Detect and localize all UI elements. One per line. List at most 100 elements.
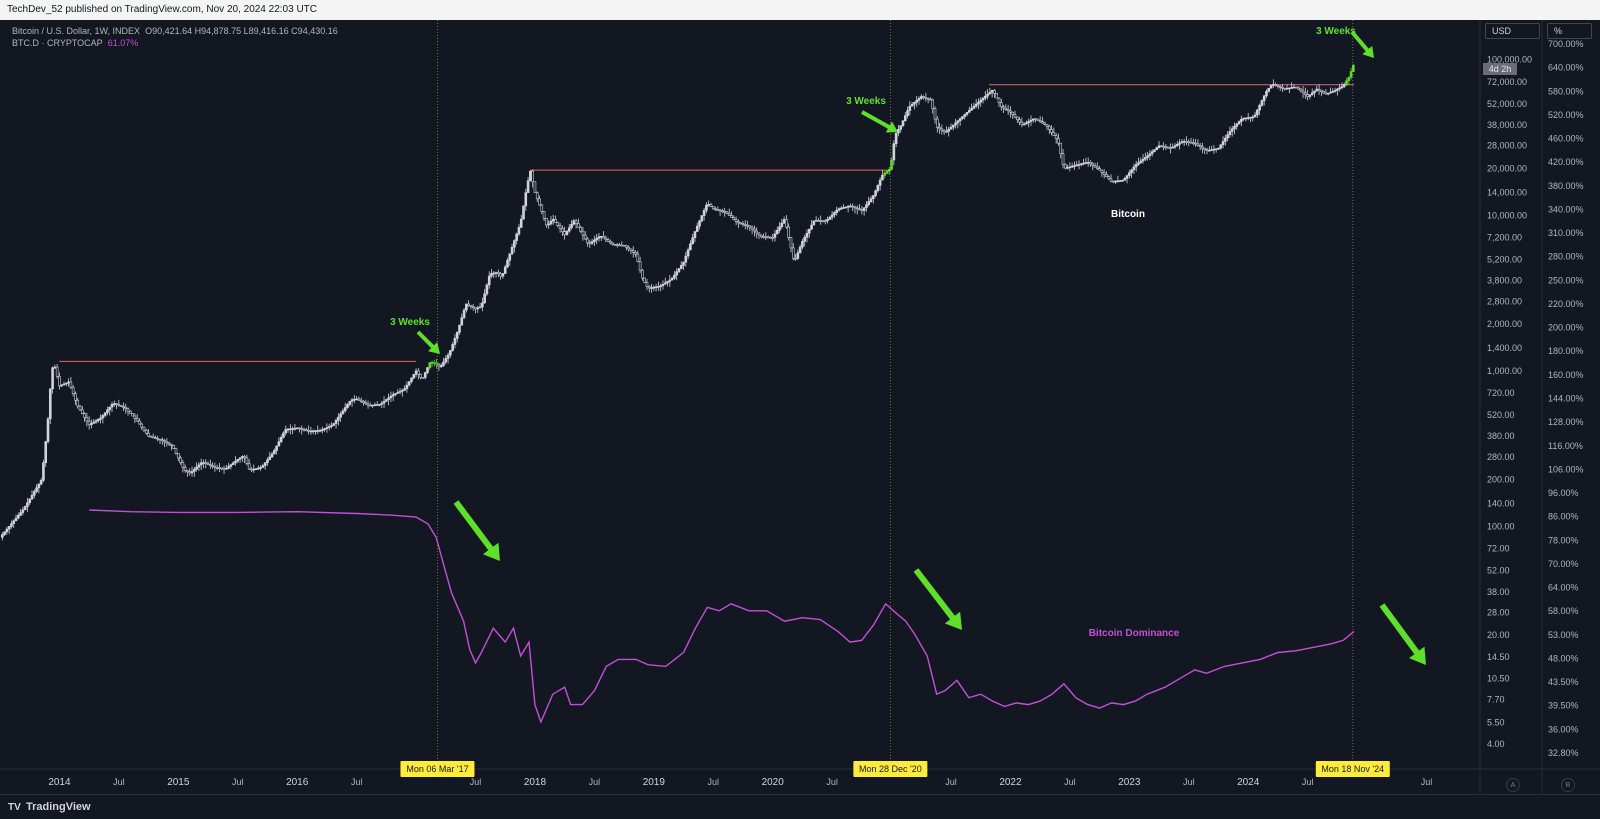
candle-body	[638, 261, 642, 271]
candle-body	[714, 208, 717, 211]
candle-body	[1139, 160, 1143, 164]
candle-body	[220, 467, 224, 470]
candle-body	[10, 523, 13, 527]
candle-body	[1272, 84, 1275, 86]
candle-body	[199, 462, 203, 466]
price-tick-label: 280.00	[1487, 452, 1515, 462]
candle-body	[791, 247, 795, 259]
time-tick-label: Jul	[826, 777, 838, 787]
candle-body	[524, 192, 528, 207]
candle-body	[796, 252, 800, 259]
candle-body	[215, 467, 219, 469]
arrow-dominance-2024-icon	[1379, 603, 1426, 665]
candle-body	[430, 361, 434, 364]
candle-body	[396, 392, 400, 394]
candle-body	[1052, 132, 1056, 136]
candle-body	[789, 237, 793, 249]
candle-body	[446, 354, 450, 359]
candle-body	[748, 225, 752, 228]
candle-body	[942, 130, 946, 133]
dominance-tick-label: 39.50%	[1548, 701, 1579, 711]
candle-body	[556, 222, 560, 226]
candle-body	[515, 233, 518, 241]
candle-body	[21, 509, 25, 513]
candle-body	[382, 401, 386, 404]
candle-body	[156, 438, 160, 440]
candle-body	[519, 218, 523, 228]
candle-body	[177, 452, 180, 459]
candle-body	[1162, 145, 1165, 148]
candle-body	[702, 210, 706, 216]
price-tick-label: 52,000.00	[1487, 99, 1527, 109]
candle-body	[133, 415, 137, 419]
candle-body	[1258, 105, 1261, 111]
candle-body	[503, 266, 507, 274]
date-marker-badge	[1315, 761, 1390, 777]
candle-body	[423, 372, 427, 378]
candle-body	[405, 384, 409, 389]
candle-body	[83, 413, 86, 418]
candle-body	[1070, 165, 1074, 168]
candle-body	[812, 220, 816, 226]
price-tick-label: 10.50	[1487, 674, 1510, 684]
candle-body	[263, 462, 267, 466]
currency-button[interactable]: USD	[1485, 23, 1540, 39]
candle-body	[938, 126, 941, 130]
candle-body	[1189, 141, 1193, 144]
auto-scale-button[interactable]: A	[1506, 778, 1520, 792]
percent-button[interactable]: %	[1547, 23, 1592, 39]
dominance-tick-label: 106.00%	[1548, 464, 1584, 474]
candle-body	[663, 282, 667, 285]
candle-body	[862, 207, 866, 212]
candle-body	[885, 171, 889, 174]
arrow-3weeks-2024-icon	[1350, 30, 1374, 58]
candle-body	[339, 413, 342, 418]
candle-body	[234, 460, 237, 464]
candle-body	[876, 185, 880, 192]
candle-body	[993, 89, 996, 94]
candle-body	[878, 179, 882, 186]
candle-body	[926, 97, 930, 100]
candle-body	[1313, 90, 1316, 94]
annotation-label: 3 Weeks	[390, 317, 430, 328]
candle-body	[71, 386, 75, 395]
candle-body	[124, 406, 128, 409]
candle-body	[39, 480, 43, 485]
candle-body	[142, 426, 146, 431]
candle-body	[1118, 180, 1122, 182]
candle-body	[300, 428, 304, 430]
candle-body	[42, 462, 45, 481]
candle-body	[668, 279, 672, 282]
annotation-label: 3 Weeks	[846, 96, 886, 107]
candle-body	[366, 403, 370, 406]
candle-body	[830, 214, 834, 218]
candle-body	[295, 427, 299, 430]
candle-body	[380, 402, 384, 405]
candle-body	[1066, 167, 1069, 169]
candle-body	[732, 217, 736, 220]
candle-body	[467, 303, 470, 306]
candle-body	[1153, 149, 1156, 153]
arrow-dominance-2021-icon	[913, 568, 962, 630]
dominance-tick-label: 70.00%	[1548, 559, 1579, 569]
candle-body	[67, 381, 70, 384]
dominance-tick-label: 43.50%	[1548, 677, 1579, 687]
candle-body	[163, 440, 166, 443]
candle-body	[1102, 172, 1106, 175]
candle-body	[1260, 100, 1264, 106]
candle-body	[933, 108, 937, 120]
candle-body	[883, 173, 887, 176]
candle-body	[174, 448, 178, 454]
candle-body	[1176, 144, 1179, 147]
candle-body	[513, 240, 516, 248]
price-chart[interactable]: 4.00 5.50 7.70 10.50 14.50 20.00 28.00 38.00 52.…	[0, 20, 1600, 794]
log-scale-button[interactable]: B	[1561, 778, 1575, 792]
candle-body	[785, 219, 788, 228]
candle-body	[1290, 87, 1293, 89]
candle-body	[76, 399, 80, 407]
candle-body	[1093, 165, 1097, 168]
candle-body	[645, 281, 649, 287]
candle-body	[202, 462, 205, 464]
candle-body	[165, 441, 169, 444]
